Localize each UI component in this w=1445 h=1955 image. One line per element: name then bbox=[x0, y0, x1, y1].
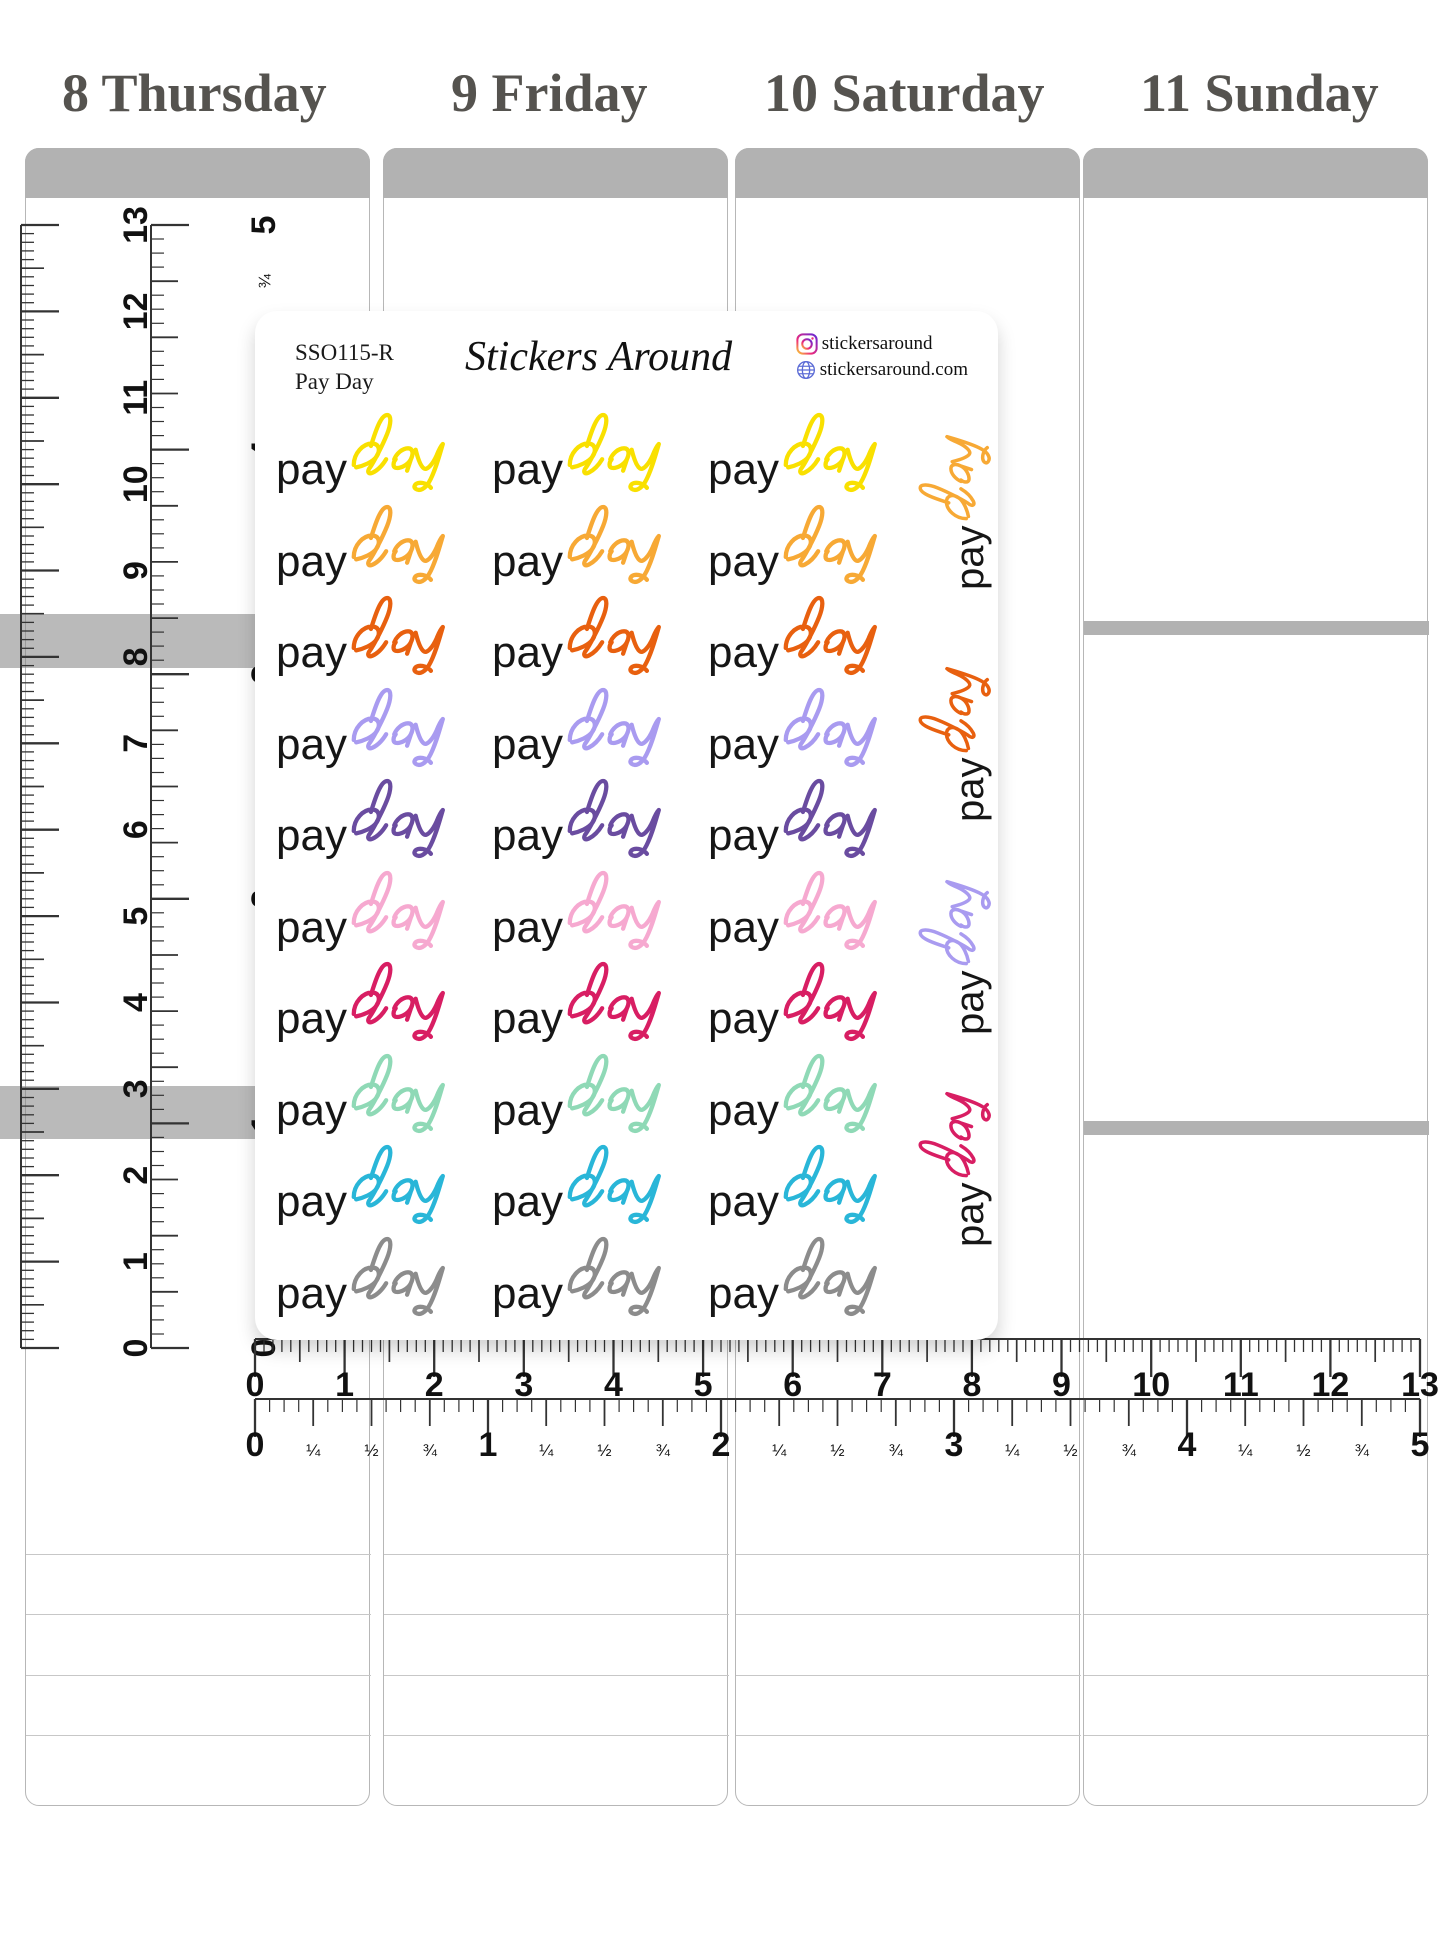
svg-text:1: 1 bbox=[479, 1426, 498, 1464]
svg-text:5: 5 bbox=[1411, 1426, 1430, 1464]
svg-text:½: ½ bbox=[364, 1441, 378, 1460]
svg-text:¼: ¼ bbox=[772, 1441, 787, 1460]
svg-text:3: 3 bbox=[945, 1426, 964, 1464]
svg-text:¾: ¾ bbox=[889, 1441, 904, 1460]
svg-text:¾: ¾ bbox=[1122, 1441, 1137, 1460]
svg-text:½: ½ bbox=[1063, 1441, 1077, 1460]
svg-text:¾: ¾ bbox=[656, 1441, 671, 1460]
svg-text:½: ½ bbox=[597, 1441, 611, 1460]
svg-text:5: 5 bbox=[245, 216, 283, 235]
svg-text:¼: ¼ bbox=[1238, 1441, 1253, 1460]
svg-text:½: ½ bbox=[830, 1441, 844, 1460]
svg-text:¾: ¾ bbox=[423, 1441, 438, 1460]
svg-text:4: 4 bbox=[1178, 1426, 1197, 1464]
svg-text:¼: ¼ bbox=[1005, 1441, 1020, 1460]
svg-text:¾: ¾ bbox=[255, 273, 274, 288]
svg-text:¼: ¼ bbox=[539, 1441, 554, 1460]
svg-text:½: ½ bbox=[1296, 1441, 1310, 1460]
svg-text:¼: ¼ bbox=[306, 1441, 321, 1460]
svg-text:0: 0 bbox=[246, 1426, 265, 1464]
svg-text:2: 2 bbox=[712, 1426, 731, 1464]
svg-text:¾: ¾ bbox=[1355, 1441, 1370, 1460]
